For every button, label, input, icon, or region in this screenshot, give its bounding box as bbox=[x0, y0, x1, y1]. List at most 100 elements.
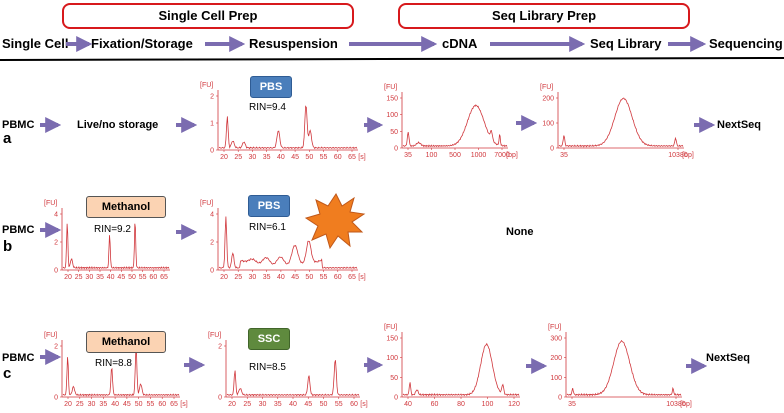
y-tick-label: 2 bbox=[218, 344, 222, 351]
x-tick-label: 35 bbox=[96, 274, 104, 281]
x-unit-label: [bp] bbox=[682, 152, 694, 159]
x-tick-label: 50 bbox=[305, 274, 313, 281]
panel-a-rna-trace: [FU] 0 1 2 20 25 30 35 40 45 50 55 60 65 [s] bbox=[200, 82, 366, 161]
y-tick-label: 1 bbox=[210, 121, 214, 128]
x-tick-label: 40 bbox=[277, 274, 285, 281]
row-c-output: NextSeq bbox=[706, 352, 751, 364]
row-a-output: NextSeq bbox=[717, 119, 762, 131]
x-tick-label: 45 bbox=[123, 401, 131, 408]
methanol-label-c: Methanol bbox=[86, 331, 166, 353]
y-tick-label: 300 bbox=[550, 336, 562, 343]
panel-c-methanol-trace: [FU] 0 2 20 25 30 35 40 45 50 55 60 65 [s] bbox=[44, 332, 188, 408]
y-tick-label: 0 bbox=[394, 395, 398, 402]
x-unit-label: [s] bbox=[358, 154, 365, 161]
x-tick-label: 60 bbox=[149, 274, 157, 281]
y-tick-label: 0 bbox=[218, 395, 222, 402]
y-tick-label: 0 bbox=[210, 148, 214, 155]
x-tick-label: 30 bbox=[85, 274, 93, 281]
x-tick-label: 40 bbox=[289, 401, 297, 408]
step-cdna: cDNA bbox=[442, 36, 478, 51]
starburst-icon bbox=[304, 193, 366, 250]
rin-c: RIN=8.5 bbox=[249, 362, 286, 373]
x-tick-label: 55 bbox=[139, 274, 147, 281]
x-unit-label: [bp] bbox=[506, 152, 518, 159]
x-tick-label: 60 bbox=[334, 154, 342, 161]
y-tick-label: 0 bbox=[550, 146, 554, 153]
pbs-label-a: PBS bbox=[250, 76, 292, 98]
y-tick-label: 0 bbox=[558, 395, 562, 402]
trace-line bbox=[402, 342, 520, 397]
fu-label: [FU] bbox=[44, 200, 57, 207]
x-tick-label: 50 bbox=[128, 274, 136, 281]
trace-line bbox=[62, 223, 170, 270]
y-tick-label: 4 bbox=[210, 212, 214, 219]
x-tick-label: 65 bbox=[170, 401, 178, 408]
x-unit-label: [s] bbox=[360, 401, 367, 408]
y-tick-label: 200 bbox=[542, 96, 554, 103]
step-single-cell: Single Cell bbox=[2, 36, 69, 51]
x-tick-label: 65 bbox=[348, 274, 356, 281]
panel-c-library-trace: [FU] 0 100 200 300 35 10380[bp] bbox=[548, 324, 692, 408]
rin-b: RIN=6.1 bbox=[249, 222, 286, 233]
fu-label: [FU] bbox=[384, 84, 397, 91]
x-tick-label: 45 bbox=[291, 154, 299, 161]
trace-line bbox=[226, 360, 360, 397]
y-tick-label: 100 bbox=[550, 375, 562, 382]
y-tick-label: 200 bbox=[550, 355, 562, 362]
x-tick-label: 40 bbox=[107, 274, 115, 281]
fu-label: [FU] bbox=[548, 324, 561, 331]
x-tick-label: 40 bbox=[277, 154, 285, 161]
x-tick-label: 35 bbox=[568, 401, 576, 408]
x-tick-label: 20 bbox=[228, 401, 236, 408]
x-tick-label: 10380 bbox=[668, 152, 688, 159]
x-tick-label: 1000 bbox=[471, 152, 487, 159]
y-tick-label: 2 bbox=[54, 344, 58, 351]
x-tick-label: 55 bbox=[320, 154, 328, 161]
fu-label: [FU] bbox=[200, 200, 213, 207]
x-tick-label: 30 bbox=[249, 274, 257, 281]
x-unit-label: [s] bbox=[358, 274, 365, 281]
y-tick-label: 100 bbox=[386, 112, 398, 119]
x-tick-label: 45 bbox=[291, 274, 299, 281]
x-tick-label: 35 bbox=[263, 274, 271, 281]
trace-line bbox=[402, 104, 508, 148]
y-tick-label: 100 bbox=[542, 121, 554, 128]
seq-library-prep-header: Seq Library Prep bbox=[398, 3, 690, 29]
y-tick-label: 150 bbox=[386, 96, 398, 103]
fu-label: [FU] bbox=[540, 84, 553, 91]
row-a-letter: a bbox=[3, 130, 12, 147]
row-c-letter: c bbox=[3, 365, 12, 382]
y-tick-label: 2 bbox=[210, 94, 214, 101]
x-tick-label: 60 bbox=[158, 401, 166, 408]
x-tick-label: 80 bbox=[457, 401, 465, 408]
step-fixation-storage: Fixation/Storage bbox=[91, 36, 193, 51]
x-tick-label: 65 bbox=[348, 154, 356, 161]
trace-line bbox=[566, 339, 682, 397]
x-tick-label: 60 bbox=[334, 274, 342, 281]
x-tick-label: 30 bbox=[259, 401, 267, 408]
y-tick-label: 50 bbox=[390, 375, 398, 382]
x-tick-label: 40 bbox=[111, 401, 119, 408]
x-tick-label: 30 bbox=[88, 401, 96, 408]
trace-line bbox=[62, 350, 180, 397]
x-tick-label: 25 bbox=[234, 154, 242, 161]
x-tick-label: 120 bbox=[508, 401, 520, 408]
fix-rin-b: RIN=9.2 bbox=[94, 224, 131, 235]
panel-a-cdna-trace: [FU] 0 50 100 150 35 100 500 1000 7000[bp] bbox=[384, 84, 518, 159]
row-b-letter: b bbox=[3, 238, 13, 255]
x-tick-label: 500 bbox=[449, 152, 461, 159]
row-b-input: PBMC bbox=[2, 224, 35, 236]
x-tick-label: 60 bbox=[431, 401, 439, 408]
x-tick-label: 20 bbox=[220, 154, 228, 161]
fu-label: [FU] bbox=[44, 332, 57, 339]
x-tick-label: 35 bbox=[274, 401, 282, 408]
x-tick-label: 45 bbox=[304, 401, 312, 408]
x-tick-label: 20 bbox=[220, 274, 228, 281]
fix-rin-c: RIN=8.8 bbox=[95, 358, 132, 369]
panel-b-pbs-trace: [FU] 0 2 4 20 25 30 35 40 45 50 55 60 65 [s] bbox=[200, 200, 366, 281]
x-tick-label: 65 bbox=[160, 274, 168, 281]
y-tick-label: 0 bbox=[210, 268, 214, 275]
x-tick-label: 100 bbox=[426, 152, 438, 159]
x-tick-label: 100 bbox=[482, 401, 494, 408]
